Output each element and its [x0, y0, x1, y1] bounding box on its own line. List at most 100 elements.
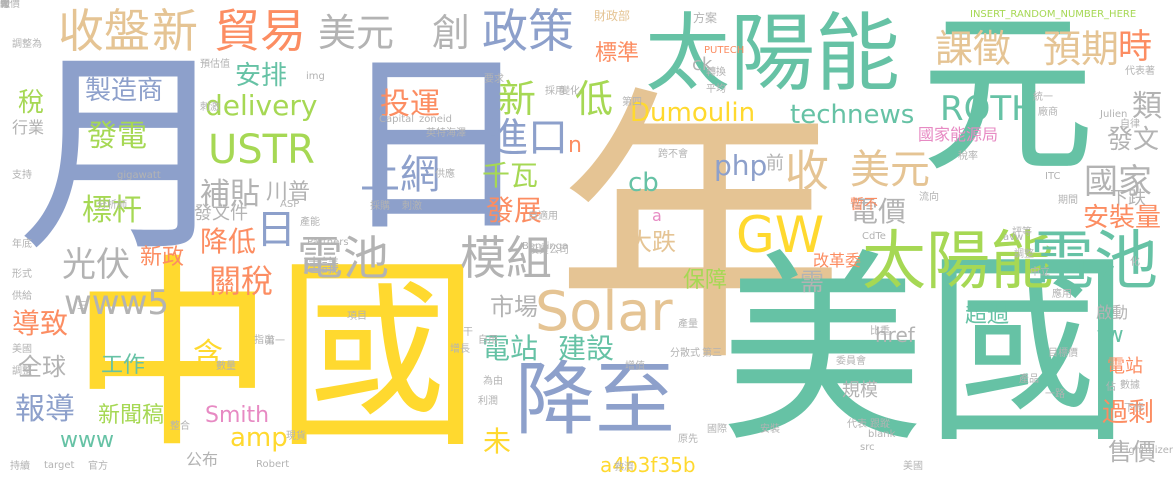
- cloud-word: 低: [575, 77, 614, 121]
- cloud-word: 第四: [622, 97, 642, 108]
- cloud-word: 評等: [1012, 227, 1032, 238]
- cloud-word: src: [860, 442, 875, 453]
- cloud-word: 目標價: [1048, 348, 1078, 359]
- cloud-word: www5: [64, 283, 170, 323]
- cloud-word: 期間: [1058, 195, 1078, 206]
- cloud-word: 時: [1118, 27, 1152, 67]
- cloud-word: 暫不: [850, 197, 878, 213]
- cloud-word: 稅率: [958, 151, 978, 162]
- cloud-word: n: [568, 133, 582, 158]
- cloud-word: 一路: [1045, 389, 1065, 400]
- cloud-word: PUTECH: [704, 45, 745, 56]
- cloud-word: 電站: [482, 332, 539, 365]
- cloud-word: Capital: [379, 114, 415, 125]
- cloud-word: 代表: [847, 419, 867, 430]
- cloud-word: 補貼: [200, 177, 260, 212]
- cloud-word: 現貨: [286, 431, 306, 442]
- cloud-word: CdTe: [862, 231, 886, 242]
- cloud-word: 美國: [720, 233, 1130, 471]
- cloud-word: 上網: [360, 152, 440, 198]
- cloud-word: 千瓦: [482, 159, 539, 192]
- cloud-word: 工作: [101, 353, 146, 378]
- cloud-word: 川普: [266, 180, 311, 205]
- cloud-word: 方案: [693, 11, 718, 25]
- cloud-word: Solar: [535, 280, 673, 343]
- cloud-word: 保障: [683, 268, 728, 293]
- cloud-word: Partners: [307, 237, 349, 248]
- cloud-word: ITC: [1045, 171, 1061, 182]
- cloud-word: 超過: [965, 303, 1010, 328]
- cloud-word: 太陽能: [645, 5, 901, 104]
- cloud-word: 前: [766, 153, 784, 174]
- cloud-word: 收盤: [58, 4, 150, 58]
- cloud-word: tw: [1097, 323, 1124, 348]
- cloud-word: 電池: [297, 231, 389, 285]
- cloud-word: 美國: [903, 461, 923, 472]
- cloud-word: 國家能源局: [918, 125, 999, 144]
- cloud-word: 改革委: [813, 251, 862, 270]
- cloud-word: img: [306, 71, 325, 82]
- cloud-word: 含: [193, 337, 223, 372]
- cloud-word: Benzinga: [522, 241, 569, 252]
- cloud-word: 進口: [488, 115, 568, 161]
- cloud-word: 製造商: [85, 76, 164, 106]
- cloud-word: 安裝量: [1083, 203, 1162, 233]
- cloud-word: 售價: [1108, 438, 1156, 466]
- cloud-word: 報價: [0, 0, 20, 10]
- cloud-word: ROTH: [940, 89, 1037, 129]
- cloud-word: 聚: [0, 0, 10, 10]
- cloud-word: 收: [785, 146, 829, 197]
- cloud-word: blank: [868, 429, 896, 440]
- cloud-word: 電站: [1107, 356, 1143, 377]
- cloud-word: delivery: [205, 89, 318, 122]
- cloud-word: 轉換: [706, 67, 726, 78]
- cloud-word: 新: [498, 77, 537, 121]
- cloud-word: 需: [800, 268, 824, 296]
- cloud-word: 化: [1130, 257, 1140, 268]
- cloud-word: 太陽能: [862, 225, 1054, 299]
- cloud-word: technews: [790, 100, 915, 130]
- cloud-word: 國家: [1084, 162, 1152, 202]
- cloud-word: 代表著: [1125, 66, 1155, 77]
- cloud-word: 自律: [1120, 119, 1140, 130]
- cloud-word: 稅: [18, 88, 45, 118]
- cloud-word: Robert: [256, 459, 290, 470]
- cloud-word: 全球: [18, 353, 66, 381]
- cloud-word: 第一: [265, 336, 285, 347]
- cloud-word: 新: [152, 4, 198, 58]
- cloud-word: 平均: [706, 84, 726, 95]
- cloud-word: 未: [483, 425, 512, 458]
- cloud-word: 美國: [12, 344, 32, 355]
- cloud-word: 標杆: [82, 193, 142, 228]
- cloud-word: href: [875, 323, 915, 347]
- cloud-word: 投運: [380, 87, 440, 122]
- cloud-word: 過剩: [1102, 398, 1155, 428]
- cloud-word: 採購: [370, 201, 390, 212]
- cloud-word: 比重: [870, 326, 890, 337]
- cloud-word: 預期: [1043, 27, 1120, 71]
- cloud-word: avw: [1003, 232, 1024, 243]
- cloud-word: 中立: [1030, 267, 1050, 278]
- cloud-word: 刺激: [200, 102, 220, 113]
- cloud-word: 增值: [625, 361, 645, 372]
- cloud-word: 變化: [560, 86, 580, 97]
- cloud-word: 課徵: [935, 27, 1012, 71]
- cloud-word: 月: [18, 30, 233, 281]
- cloud-word: 強: [0, 0, 10, 10]
- cloud-word: 貿易: [214, 4, 306, 58]
- cloud-word: 採用: [545, 86, 565, 97]
- cloud-word: target: [44, 460, 75, 471]
- cloud-word: 新政: [140, 245, 185, 270]
- cloud-word: 大跌: [628, 228, 676, 256]
- cloud-word: 政策: [482, 4, 574, 58]
- cloud-word: 要求: [484, 74, 504, 85]
- cloud-word: 分散式: [670, 348, 700, 359]
- cloud-word: 數據: [1120, 380, 1140, 391]
- cloud-word: 預估值: [200, 59, 230, 70]
- cloud-word: 流向: [919, 192, 939, 203]
- cloud-word: 整合: [170, 421, 190, 432]
- cloud-word: 跟蹤: [870, 419, 890, 430]
- cloud-word: 美元: [850, 147, 930, 193]
- cloud-word: 報導: [15, 392, 75, 427]
- cloud-word: 降至: [515, 353, 675, 446]
